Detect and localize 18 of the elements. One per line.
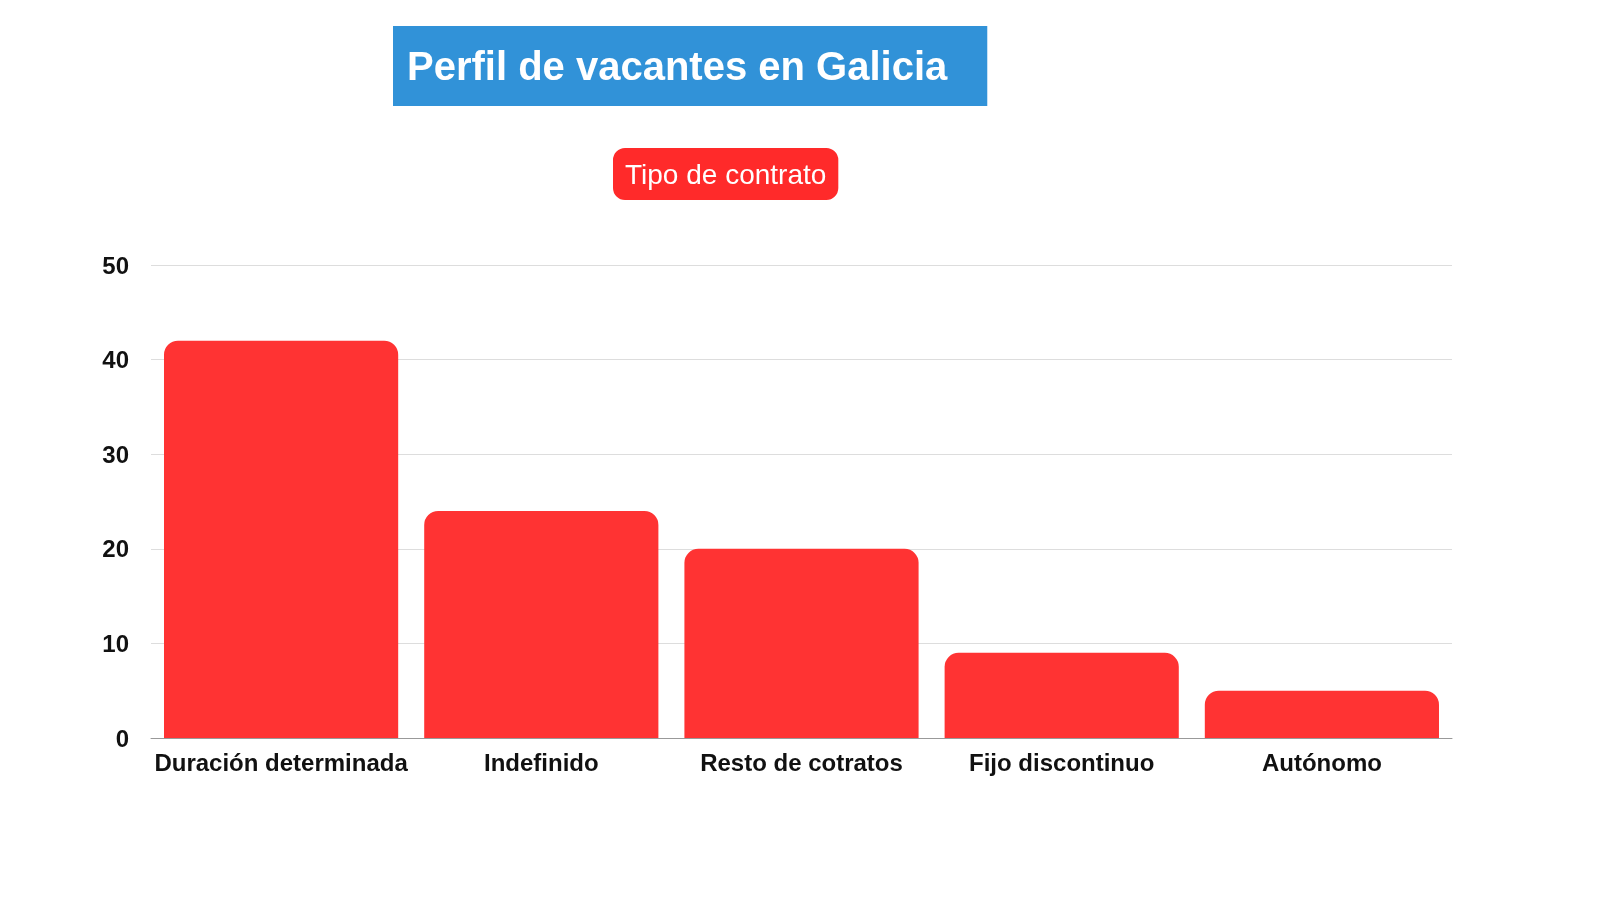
y-tick-label: 50 (102, 251, 129, 279)
bar (944, 652, 1179, 738)
x-tick-label: Autónomo (1261, 748, 1382, 776)
bar (1204, 690, 1439, 738)
bar (424, 510, 659, 738)
bar (164, 340, 399, 738)
bar (684, 548, 919, 738)
x-tick-label: Duración determinada (154, 748, 409, 776)
y-tick-label: 40 (102, 346, 129, 374)
y-tick-label: 0 (115, 724, 129, 752)
x-tick-label: Resto de cotratos (700, 748, 903, 776)
chart-title: Perfil de vacantes en Galicia (407, 44, 949, 88)
chart-subtitle: Tipo de contrato (625, 158, 827, 190)
y-tick-label: 10 (102, 629, 129, 657)
y-tick-label: 20 (102, 535, 129, 563)
y-tick-label: 30 (102, 440, 129, 468)
x-tick-label: Indefinido (483, 748, 599, 776)
x-tick-label: Fijo discontinuo (969, 748, 1155, 776)
